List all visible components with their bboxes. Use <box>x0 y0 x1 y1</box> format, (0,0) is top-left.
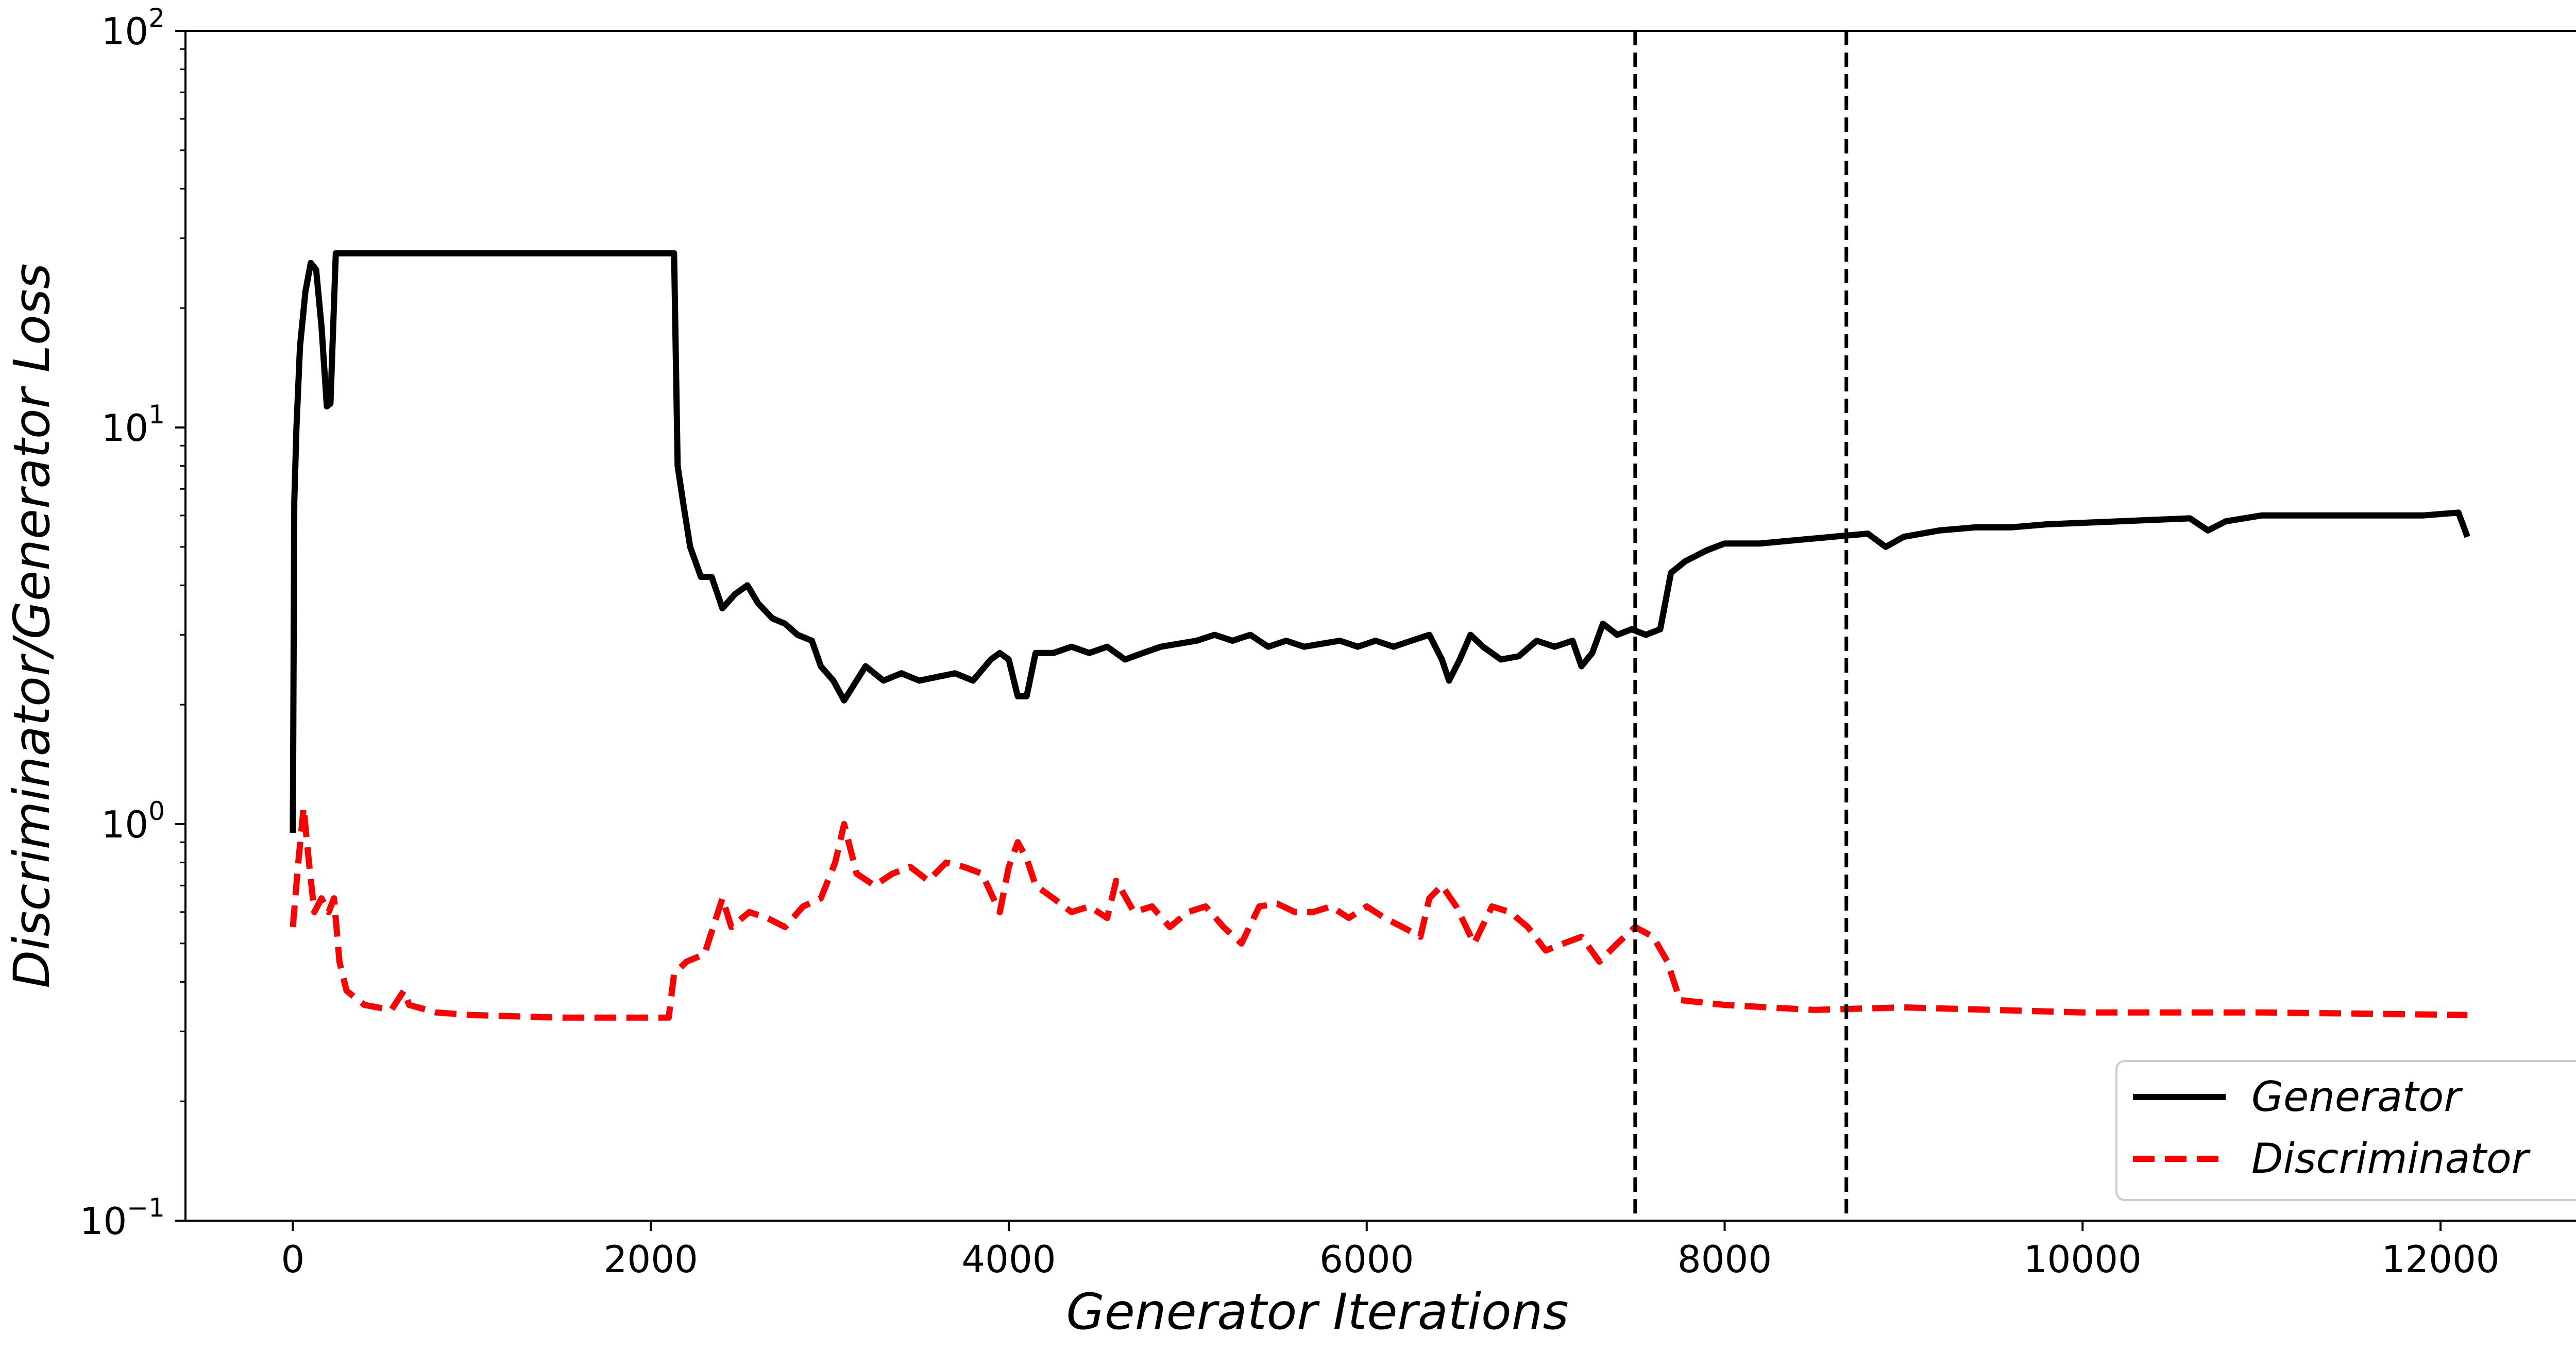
y-axis-label: Discriminator/Generator Loss <box>3 263 61 988</box>
x-tick-label: 6000 <box>1319 1238 1414 1281</box>
plot-area <box>290 31 2470 1221</box>
x-tick-label: 12000 <box>2382 1238 2500 1281</box>
x-tick-label: 10000 <box>2024 1238 2142 1281</box>
x-tick-label: 0 <box>281 1238 305 1281</box>
x-tick-label: 8000 <box>1677 1238 1772 1281</box>
x-tick-label: 2000 <box>604 1238 698 1281</box>
legend-box <box>2115 1060 2576 1201</box>
plot-frame <box>184 30 2576 1222</box>
legend-generator-label: Generator <box>2251 1073 2463 1121</box>
legend-discriminator-label: Discriminator <box>2251 1135 2531 1183</box>
legend: Generator Discriminator <box>2115 1060 2576 1201</box>
x-axis-label: Generator Iterations <box>1066 1283 1568 1341</box>
y-tick-label: 10−1 <box>80 1193 165 1243</box>
series-line-generator <box>290 250 2470 833</box>
x-tick-label: 4000 <box>961 1238 1056 1281</box>
series-line-discriminator <box>290 805 2468 1021</box>
